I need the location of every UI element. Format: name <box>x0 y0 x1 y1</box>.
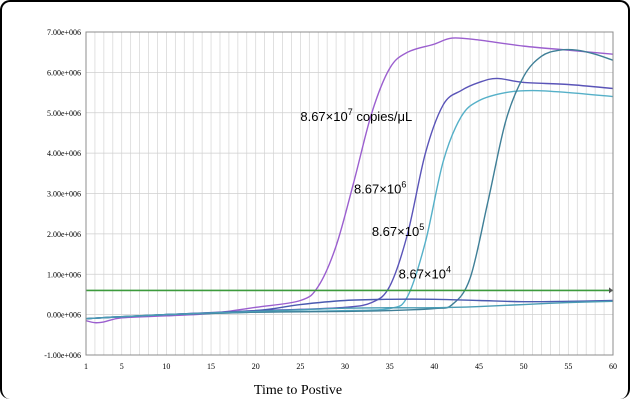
annotation-label-4: 8.67×104 <box>399 264 451 281</box>
x-tick-label: 50 <box>520 362 528 371</box>
x-tick-label: 40 <box>430 362 438 371</box>
annotations: 8.67×107 copies/μL 8.67×106 8.67×105 8.67×1… <box>300 107 451 281</box>
y-tick-label: 4.00e+006 <box>47 149 81 158</box>
x-tick-label: 15 <box>207 362 215 371</box>
x-axis-label: Time to Postive <box>254 383 342 398</box>
x-tick-labels: 1 5 10 15 20 25 30 35 40 45 50 55 60 <box>84 362 617 371</box>
y-tick-label: 1.00e+006 <box>47 270 81 279</box>
series-line-3 <box>85 89 614 320</box>
threshold-marker <box>609 287 613 294</box>
y-tick-label: 6.00e+006 <box>47 68 81 77</box>
series-lines <box>85 37 614 324</box>
y-tick-label: 5.00e+006 <box>47 109 81 118</box>
x-tick-label: 35 <box>386 362 394 371</box>
y-tick-label: 2.00e+006 <box>47 230 81 239</box>
x-tick-label: 1 <box>84 362 88 371</box>
x-tick-label: 5 <box>120 362 124 371</box>
x-tick-label: 55 <box>564 362 572 371</box>
x-tick-label: 45 <box>475 362 483 371</box>
y-tick-label: 3.00e+006 <box>47 190 81 199</box>
x-tick-label: 10 <box>162 362 170 371</box>
series-line-1 <box>85 37 614 324</box>
series-line-6 <box>85 300 614 320</box>
annotation-label-2: 8.67×106 <box>354 180 406 197</box>
annotation-label-1: 8.67×107 copies/μL <box>300 107 412 124</box>
x-tick-label: 25 <box>296 362 304 371</box>
annotation-label-3: 8.67×105 <box>372 222 424 239</box>
threshold-line-group <box>86 287 613 294</box>
x-tick-label: 20 <box>252 362 260 371</box>
x-tick-label: 60 <box>609 362 617 371</box>
x-tick-label: 30 <box>341 362 349 371</box>
y-tick-labels: -1.00e+006 0.00e+006 1.00e+006 2.00e+006 3.0… <box>44 28 81 360</box>
y-tick-label: 0.00e+006 <box>47 311 81 320</box>
y-tick-label: -1.00e+006 <box>44 351 81 360</box>
plot-border <box>85 31 614 356</box>
y-tick-label: 7.00e+006 <box>47 28 81 37</box>
